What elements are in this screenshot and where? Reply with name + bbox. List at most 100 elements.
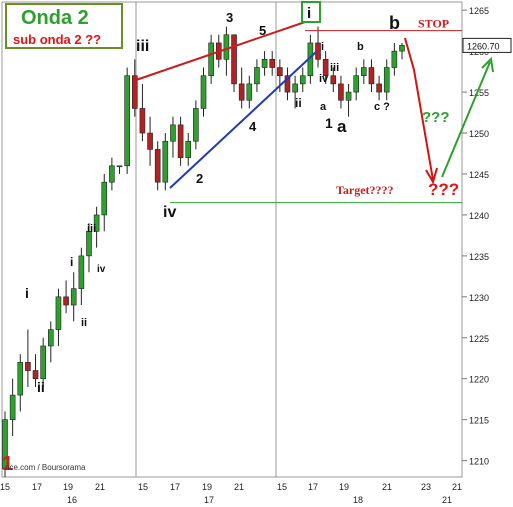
x-day-label: 17 bbox=[170, 482, 180, 492]
candle-body bbox=[124, 75, 130, 167]
x-day-label: 15 bbox=[138, 482, 148, 492]
candle-body bbox=[147, 132, 153, 150]
boxed-label: i bbox=[307, 5, 311, 22]
stop-label: STOP bbox=[418, 17, 449, 31]
candle-body bbox=[78, 255, 85, 289]
source-credit: nce.com / Boursorama bbox=[5, 463, 86, 472]
candle-body bbox=[368, 67, 375, 85]
x-day-label: 21 bbox=[452, 482, 462, 492]
y-tick-label: 1265 bbox=[469, 6, 489, 16]
wave-label: b bbox=[389, 13, 400, 33]
candle-body bbox=[277, 67, 283, 77]
forecast-up-arrowhead bbox=[481, 56, 494, 73]
candle-body bbox=[162, 140, 169, 183]
candle-body bbox=[93, 214, 100, 232]
candle-body bbox=[399, 45, 405, 52]
x-month-label: 21 bbox=[442, 495, 452, 505]
candle-body bbox=[17, 362, 24, 396]
y-tick-label: 1230 bbox=[469, 293, 489, 303]
x-day-label: 23 bbox=[421, 482, 431, 492]
y-tick-label: 1245 bbox=[469, 170, 489, 180]
candle-body bbox=[353, 75, 359, 93]
wave-label: ii bbox=[81, 317, 87, 329]
x-day-label: 17 bbox=[32, 482, 42, 492]
candle-body bbox=[32, 370, 39, 380]
candle-body bbox=[63, 296, 69, 306]
y-tick-label: 1210 bbox=[469, 457, 489, 467]
candle-body bbox=[292, 83, 298, 93]
candle-body bbox=[101, 181, 108, 216]
x-month-label: 18 bbox=[353, 495, 363, 505]
candle-body bbox=[238, 83, 245, 101]
candle-body bbox=[200, 75, 207, 109]
last-price-box bbox=[462, 37, 512, 53]
x-month-label: 17 bbox=[204, 495, 214, 505]
upper-channel-line bbox=[135, 21, 306, 81]
x-day-label: 15 bbox=[0, 482, 10, 492]
candle-body bbox=[86, 231, 92, 257]
wave-label: iii bbox=[136, 38, 149, 55]
wave-label: a bbox=[337, 117, 347, 136]
wave-label: 1 bbox=[325, 115, 333, 131]
title-box: Onda 2 sub onda 2 ?? bbox=[5, 3, 123, 49]
candle-body bbox=[25, 362, 31, 371]
candle-body bbox=[2, 419, 8, 470]
wave-label: i bbox=[321, 41, 324, 53]
candle-body bbox=[48, 329, 54, 347]
candle-body bbox=[154, 149, 161, 183]
wave-label: iv bbox=[319, 73, 329, 85]
x-day-label: 17 bbox=[308, 482, 318, 492]
y-tick-label: 1225 bbox=[469, 334, 489, 344]
candle-body bbox=[40, 345, 46, 380]
y-tick-label: 1250 bbox=[469, 129, 489, 139]
candle-body bbox=[231, 34, 237, 85]
candle-body bbox=[376, 83, 382, 93]
candle-body bbox=[109, 165, 115, 183]
candle-body bbox=[170, 124, 176, 142]
wave-label: ii bbox=[37, 379, 45, 395]
wave-label: b bbox=[357, 41, 364, 53]
chart-subtitle: sub onda 2 ?? bbox=[13, 32, 102, 47]
candle-body bbox=[361, 67, 367, 77]
candle-body bbox=[391, 50, 398, 68]
y-tick-label: 1255 bbox=[469, 88, 489, 98]
chart-title: Onda 2 bbox=[21, 7, 89, 29]
wave-label: 1 bbox=[2, 453, 13, 475]
lower-channel-line bbox=[169, 51, 317, 189]
candle-body bbox=[261, 59, 268, 68]
wave-label: iii bbox=[330, 62, 339, 74]
wave-label: 4 bbox=[249, 119, 257, 134]
candle-body bbox=[269, 59, 276, 68]
candle-body bbox=[330, 75, 337, 85]
candle-body bbox=[254, 67, 260, 85]
boxed-label-frame bbox=[301, 1, 321, 23]
candle-body bbox=[70, 288, 77, 306]
target-label: Target???? bbox=[336, 183, 394, 197]
candle-body bbox=[338, 83, 344, 101]
x-day-label: 19 bbox=[202, 482, 212, 492]
candle-body bbox=[223, 34, 230, 60]
candle-body bbox=[322, 59, 329, 77]
candle-body bbox=[9, 394, 16, 420]
candle-body bbox=[185, 140, 192, 158]
candle-body bbox=[55, 296, 62, 330]
x-day-label: 21 bbox=[95, 482, 105, 492]
wave-label: iv bbox=[97, 264, 106, 275]
forecast-down-arrowhead bbox=[425, 167, 438, 185]
candle-body bbox=[246, 83, 253, 101]
wave-label: ii bbox=[295, 96, 302, 110]
candle-body bbox=[193, 108, 199, 142]
wave-label: 5 bbox=[259, 23, 266, 38]
candle-body bbox=[284, 75, 291, 93]
wave-label: 3 bbox=[226, 10, 233, 25]
forecast-up-arrow bbox=[441, 61, 491, 178]
wave-label: iii bbox=[87, 223, 96, 235]
y-tick-label: 1235 bbox=[469, 252, 489, 262]
candle-body bbox=[345, 91, 352, 101]
y-tick-label: 1240 bbox=[469, 211, 489, 221]
x-month-label: 16 bbox=[67, 495, 77, 505]
candle-body bbox=[299, 75, 306, 85]
y-tick-label: 1215 bbox=[469, 416, 489, 426]
